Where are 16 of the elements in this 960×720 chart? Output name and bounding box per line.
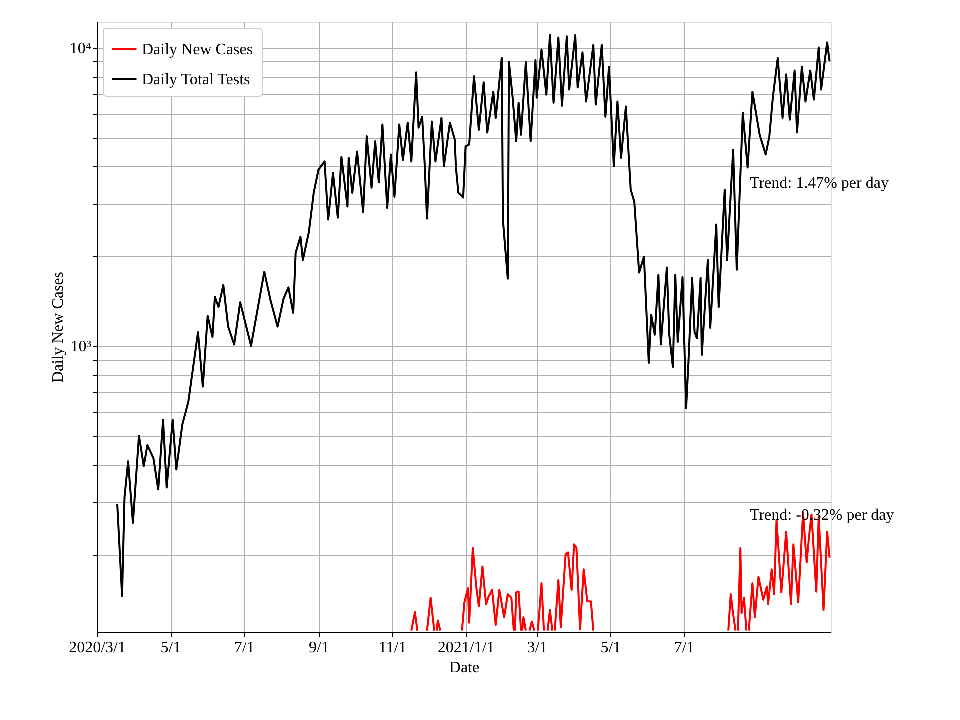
x-tick-label: 3/1 bbox=[527, 640, 548, 656]
legend-label: Daily New Cases bbox=[142, 42, 254, 58]
legend-label: Daily Total Tests bbox=[142, 72, 250, 88]
y-axis-title: Daily New Cases bbox=[50, 272, 67, 384]
x-tick-label: 5/1 bbox=[600, 640, 622, 656]
x-tick-label: 7/1 bbox=[674, 640, 695, 656]
x-tick-label: 2020/3/1 bbox=[69, 640, 126, 656]
x-axis-title: Date bbox=[449, 660, 480, 676]
x-tick-label: 2021/1/1 bbox=[438, 640, 495, 656]
x-tick-label: 11/1 bbox=[378, 640, 407, 656]
x-tick-label: 7/1 bbox=[234, 640, 255, 656]
annotation: Trend: 1.47% per day bbox=[750, 175, 889, 192]
x-tick-label: 5/1 bbox=[160, 640, 182, 656]
x-tick-label: 9/1 bbox=[309, 640, 330, 656]
y-tick-label: 10³ bbox=[70, 338, 92, 356]
y-tick-label: 10⁴ bbox=[70, 40, 92, 58]
